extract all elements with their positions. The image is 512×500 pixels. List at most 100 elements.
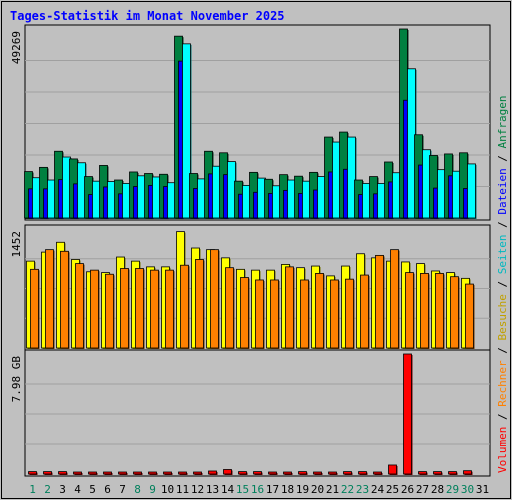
day-label-9: 9 [149, 483, 156, 496]
legend- /: / [496, 215, 509, 235]
legend-anfragen: Anfragen [496, 95, 509, 148]
bar-volumen-day-29 [448, 471, 457, 475]
panel-volume: 7.98 GB [10, 349, 491, 477]
legend-seiten: Seiten [496, 235, 509, 275]
bar-rechner-day-29 [450, 276, 459, 349]
bar-rechner-day-27 [420, 273, 429, 349]
day-label-22: 22 [341, 483, 354, 496]
bar-volumen-day-25 [388, 464, 397, 475]
bar-rechner-day-22 [345, 278, 354, 349]
day-label-8: 8 [134, 483, 141, 496]
bar-rechner-day-30 [465, 283, 474, 349]
day-label-26: 26 [401, 483, 414, 496]
day-label-7: 7 [119, 483, 126, 496]
day-label-30: 30 [461, 483, 474, 496]
bar-volumen-day-17 [268, 471, 277, 475]
bar-rechner-day-1 [30, 268, 39, 349]
day-label-4: 4 [74, 483, 81, 496]
day-label-6: 6 [104, 483, 111, 496]
day-label-24: 24 [371, 483, 385, 496]
bar-volumen-day-2 [43, 471, 52, 475]
legend-rechner: Rechner [496, 360, 509, 407]
day-label-28: 28 [431, 483, 444, 496]
legend- /: / [496, 341, 509, 361]
bar-volumen-day-5 [88, 471, 97, 475]
bar-volumen-day-4 [73, 471, 82, 475]
bar-rechner-day-9 [150, 269, 159, 349]
bar-rechner-day-24 [375, 254, 384, 349]
day-label-10: 10 [161, 483, 174, 496]
bar-volumen-day-7 [118, 471, 127, 475]
day-label-2: 2 [44, 483, 51, 496]
bar-rechner-day-2 [45, 249, 54, 349]
bar-rechner-day-16 [255, 279, 264, 349]
legend- /: / [496, 274, 509, 294]
bar-rechner-day-15 [240, 277, 249, 349]
day-label-12: 12 [191, 483, 204, 496]
bar-volumen-day-24 [373, 471, 382, 475]
axis-max-label: 49269 [10, 31, 23, 64]
bar-volumen-day-1 [28, 471, 37, 475]
day-label-16: 16 [251, 483, 264, 496]
bar-rechner-day-23 [360, 274, 369, 349]
bar-volumen-day-11 [178, 471, 187, 475]
bar-rechner-day-5 [90, 269, 99, 349]
chart-panels: 49269 1452 7.98 GB [10, 24, 491, 477]
day-label-31: 31 [476, 483, 489, 496]
bar-rechner-day-10 [165, 269, 174, 349]
day-label-18: 18 [281, 483, 294, 496]
day-axis-labels: 1 2 3 4 5 6 7 8 9 10 11 12 13 14 15 16 17 18 19 20 21 22 23 24 2… [29, 483, 489, 496]
bar-rechner-day-8 [135, 268, 144, 349]
bar-volumen-day-30 [463, 470, 472, 475]
bar-seiten-day-22 [347, 136, 356, 219]
bar-volumen-day-26 [403, 353, 412, 475]
bar-rechner-day-14 [225, 267, 234, 349]
legend-vertical: Volumen / Rechner / Besuche / Seiten / D… [496, 95, 509, 473]
bar-volumen-day-6 [103, 471, 112, 475]
day-label-29: 29 [446, 483, 459, 496]
day-label-15: 15 [236, 483, 249, 496]
bar-volumen-day-13 [208, 470, 217, 475]
bar-volumen-day-20 [313, 471, 322, 475]
bar-seiten-day-30 [467, 163, 476, 219]
legend-besuche: Besuche [496, 294, 509, 340]
bar-rechner-day-21 [330, 279, 339, 349]
bar-volumen-day-8 [133, 471, 142, 475]
chart-title: Tages-Statistik im Monat November 2025 [10, 9, 285, 23]
bar-volumen-day-19 [298, 471, 307, 475]
day-label-23: 23 [356, 483, 369, 496]
bar-volumen-day-18 [283, 471, 292, 475]
bar-rechner-day-6 [105, 273, 114, 349]
bar-rechner-day-17 [270, 279, 279, 349]
bar-volumen-day-12 [193, 471, 202, 475]
day-label-1: 1 [29, 483, 36, 496]
day-label-5: 5 [89, 483, 96, 496]
day-label-25: 25 [386, 483, 399, 496]
bar-volumen-day-14 [223, 469, 232, 475]
bar-volumen-day-3 [58, 471, 67, 475]
day-label-14: 14 [221, 483, 235, 496]
day-label-21: 21 [326, 483, 339, 496]
day-label-13: 13 [206, 483, 219, 496]
bar-rechner-day-3 [60, 250, 69, 349]
bar-rechner-day-13 [210, 249, 219, 349]
bar-rechner-day-11 [180, 264, 189, 349]
axis-max-label: 7.98 GB [10, 356, 23, 403]
bar-rechner-day-26 [405, 272, 414, 349]
bar-volumen-day-10 [163, 471, 172, 475]
day-label-11: 11 [176, 483, 189, 496]
bar-volumen-day-16 [253, 471, 262, 475]
day-label-17: 17 [266, 483, 279, 496]
axis-max-label: 1452 [10, 231, 23, 258]
day-label-27: 27 [416, 483, 429, 496]
bar-volumen-day-28 [433, 471, 442, 475]
bar-volumen-day-21 [328, 471, 337, 475]
legend-dateien: Dateien [496, 168, 509, 214]
bar-rechner-day-19 [300, 279, 309, 349]
bar-rechner-day-18 [285, 266, 294, 349]
bar-rechner-day-12 [195, 259, 204, 349]
day-label-19: 19 [296, 483, 309, 496]
